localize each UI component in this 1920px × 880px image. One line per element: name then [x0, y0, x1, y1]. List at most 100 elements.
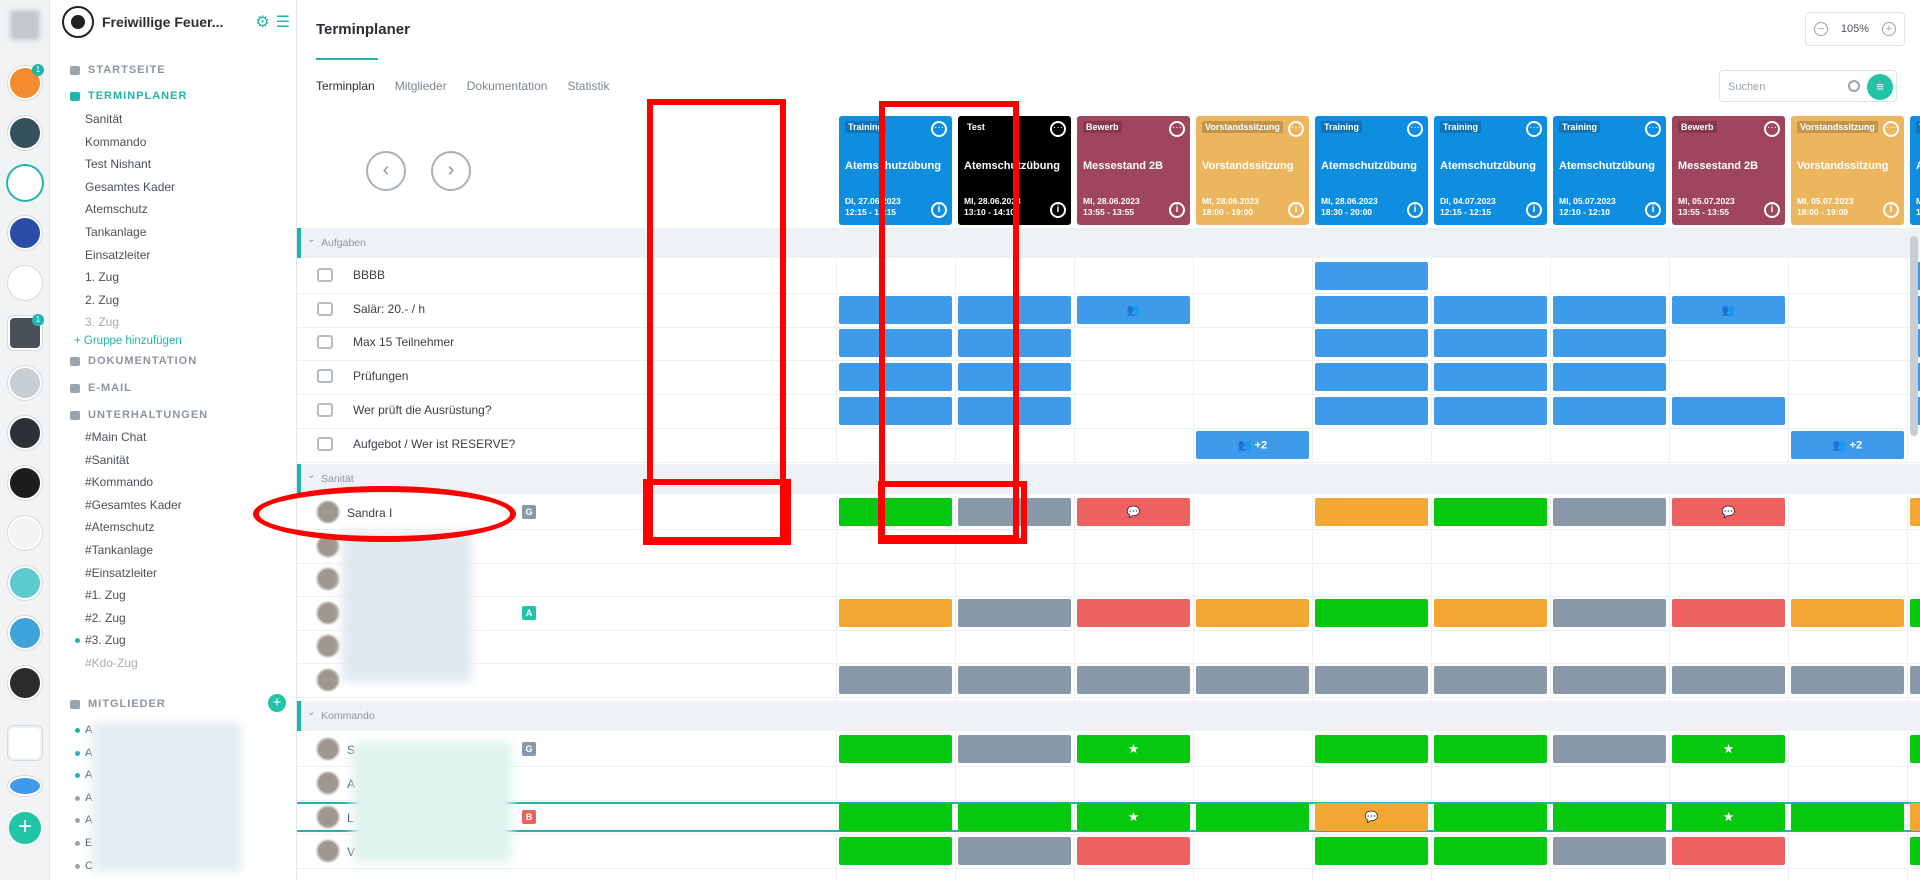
event-card[interactable]: Training ··· Atemschutzübung DI, 04.07.2023…	[1434, 116, 1547, 225]
gear-icon[interactable]: ⚙	[255, 14, 270, 31]
status-cell[interactable]	[839, 665, 952, 694]
event-card[interactable]: Bewerb ··· Messestand 2B MI, 28.06.2023 13:5…	[1077, 116, 1190, 225]
status-cell[interactable]	[1434, 665, 1547, 694]
member-name[interactable]: S	[347, 743, 356, 757]
chevron-down-icon[interactable]: ⌄	[307, 707, 316, 718]
task-row-label[interactable]: Max 15 Teilnehmer	[317, 335, 454, 350]
status-cell[interactable]	[839, 598, 952, 627]
nav-chat-item[interactable]: #Einsatzleiter	[85, 565, 158, 580]
nav-unterhaltungen[interactable]: UNTERHALTUNGEN	[70, 409, 208, 421]
status-cell[interactable]	[839, 363, 952, 392]
status-cell[interactable]	[1434, 329, 1547, 358]
status-cell[interactable]	[1315, 837, 1428, 865]
nav-terminplaner[interactable]: TERMINPLANER	[70, 90, 187, 102]
more-options-icon[interactable]: ···	[1407, 121, 1423, 137]
app-icon-blurred[interactable]	[8, 8, 42, 42]
info-icon[interactable]: i	[1050, 202, 1066, 218]
status-cell[interactable]: ★	[1077, 803, 1190, 831]
next-arrow-button[interactable]: ›	[431, 151, 471, 191]
status-cell[interactable]	[958, 837, 1071, 865]
app-icon[interactable]	[8, 266, 42, 300]
status-cell[interactable]	[1434, 396, 1547, 425]
more-options-icon[interactable]: ···	[1288, 121, 1304, 137]
member-item[interactable]: C	[75, 859, 93, 872]
status-cell[interactable]	[1434, 598, 1547, 627]
status-cell[interactable]: 👥 +2	[1196, 430, 1309, 459]
more-options-icon[interactable]: ···	[1169, 121, 1185, 137]
group-header-aufgaben[interactable]: ⌄ Aufgaben	[297, 228, 1920, 258]
status-cell[interactable]	[1553, 363, 1666, 392]
event-card[interactable]: Vorstandssitzung ··· Vorstandssitzung MI, 0…	[1791, 116, 1904, 225]
search-icon[interactable]	[1848, 80, 1860, 92]
nav-chat-item[interactable]: #Kommando	[85, 475, 154, 490]
nav-group-item[interactable]: Test Nishant	[85, 157, 152, 172]
group-header-sanitaet[interactable]: ⌄ Sanität	[297, 464, 1920, 494]
status-cell[interactable]	[1553, 598, 1666, 627]
status-cell[interactable]	[1434, 735, 1547, 763]
app-icon[interactable]	[8, 726, 42, 760]
member-item[interactable]: E	[74, 837, 93, 849]
task-row-label[interactable]: Wer prüft die Ausrüstung?	[317, 402, 492, 417]
nav-chat-item[interactable]: #1. Zug	[85, 588, 126, 603]
status-cell[interactable]	[839, 295, 952, 324]
nav-group-item[interactable]: Sanität	[85, 112, 123, 126]
status-cell[interactable]: 👥	[1077, 295, 1190, 324]
info-icon[interactable]: i	[1407, 202, 1423, 218]
status-cell[interactable]	[1315, 665, 1428, 694]
status-cell[interactable]: 👥 +2	[1791, 430, 1904, 459]
app-icon[interactable]	[8, 216, 42, 250]
task-row-label[interactable]: Prüfungen	[317, 369, 408, 384]
status-cell[interactable]	[1910, 665, 1920, 694]
member-item[interactable]: A	[74, 769, 93, 782]
status-cell[interactable]	[1434, 363, 1547, 392]
event-card[interactable]: Training ··· Atemschutzübung MI, 05.07.2023…	[1553, 116, 1666, 225]
status-cell[interactable]	[1553, 735, 1666, 763]
status-cell[interactable]	[1315, 498, 1428, 526]
nav-mitglieder[interactable]: MITGLIEDER	[70, 698, 166, 710]
status-cell[interactable]	[1553, 295, 1666, 324]
status-cell[interactable]	[1196, 598, 1309, 627]
app-icon[interactable]: 1	[8, 64, 44, 100]
status-cell[interactable]: 💬	[1315, 803, 1428, 831]
status-cell[interactable]: 👥	[1672, 295, 1785, 324]
nav-chat-item[interactable]: #Gesamtes Kader	[85, 497, 182, 512]
status-cell[interactable]	[1434, 498, 1547, 526]
nav-group-item[interactable]: Kommando	[85, 134, 147, 149]
status-cell[interactable]	[1077, 837, 1190, 865]
status-cell[interactable]	[1672, 598, 1785, 627]
task-row-label[interactable]: BBBB	[317, 268, 385, 282]
status-cell[interactable]	[1791, 665, 1904, 694]
status-cell[interactable]	[1672, 396, 1785, 425]
nav-group-item[interactable]: 1. Zug	[85, 270, 120, 285]
nav-group-item[interactable]: Gesamtes Kader	[85, 179, 176, 194]
app-icon[interactable]	[8, 566, 42, 600]
status-cell[interactable]	[1315, 735, 1428, 763]
nav-chat-item[interactable]: #3. Zug	[75, 633, 126, 648]
status-cell[interactable]	[1315, 396, 1428, 425]
status-cell[interactable]	[1315, 329, 1428, 358]
nav-startseite[interactable]: STARTSEITE	[70, 64, 166, 76]
status-cell[interactable]	[1553, 803, 1666, 831]
status-cell[interactable]	[1672, 665, 1785, 694]
status-cell[interactable]: 💬	[1077, 498, 1190, 526]
add-group-link[interactable]: + Gruppe hinzufügen	[74, 335, 182, 347]
nav-chat-item[interactable]: #Atemschutz	[85, 520, 155, 535]
status-cell[interactable]	[958, 665, 1071, 694]
status-cell[interactable]	[1672, 837, 1785, 865]
task-row-label[interactable]: Aufgebot / Wer ist RESERVE?	[317, 436, 515, 451]
nav-chat-item[interactable]: #Tankanlage	[85, 543, 154, 557]
nav-chat-item[interactable]: #Main Chat	[85, 430, 147, 444]
status-cell[interactable]: 💬	[1910, 803, 1920, 831]
status-cell[interactable]: ★	[1672, 803, 1785, 831]
nav-chat-item[interactable]: #Kdo-Zug	[85, 656, 138, 670]
member-name[interactable]: L	[347, 811, 354, 825]
menu-icon[interactable]: ☰	[275, 14, 290, 31]
vertical-scrollbar[interactable]	[1910, 236, 1918, 436]
status-cell[interactable]	[1791, 803, 1904, 831]
status-cell[interactable]	[1910, 598, 1920, 627]
member-item[interactable]: A	[74, 746, 93, 759]
more-options-icon[interactable]: ···	[931, 121, 947, 137]
status-cell[interactable]	[1553, 329, 1666, 358]
event-card[interactable]: Bewerb ··· Messestand 2B MI, 05.07.2023 13:5…	[1672, 116, 1785, 225]
status-cell[interactable]	[1077, 598, 1190, 627]
